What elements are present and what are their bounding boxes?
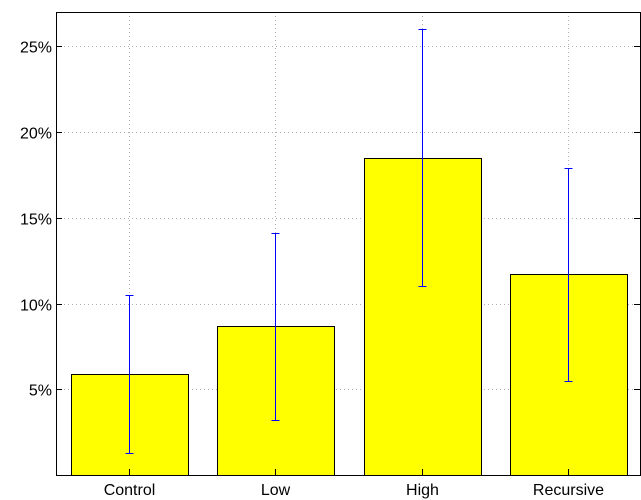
x-tick-label: Recursive <box>533 482 604 499</box>
grid-lines <box>56 12 641 475</box>
y-tick-label: 20% <box>20 126 52 143</box>
bars <box>71 158 628 476</box>
y-tick-label: 25% <box>20 40 52 57</box>
y-tick-labels: 5% 10% 15% 20% 25% <box>20 40 52 400</box>
tick-marks <box>56 46 640 475</box>
y-tick-label: 15% <box>20 212 52 229</box>
x-tick-label: Control <box>104 482 156 499</box>
x-tick-label: High <box>406 482 439 499</box>
error-bars <box>125 29 573 454</box>
x-tick-labels: Control Low High Recursive <box>104 482 604 499</box>
x-tick-label: Low <box>261 482 291 499</box>
y-tick-label: 5% <box>29 383 52 400</box>
y-tick-label: 10% <box>20 298 52 315</box>
